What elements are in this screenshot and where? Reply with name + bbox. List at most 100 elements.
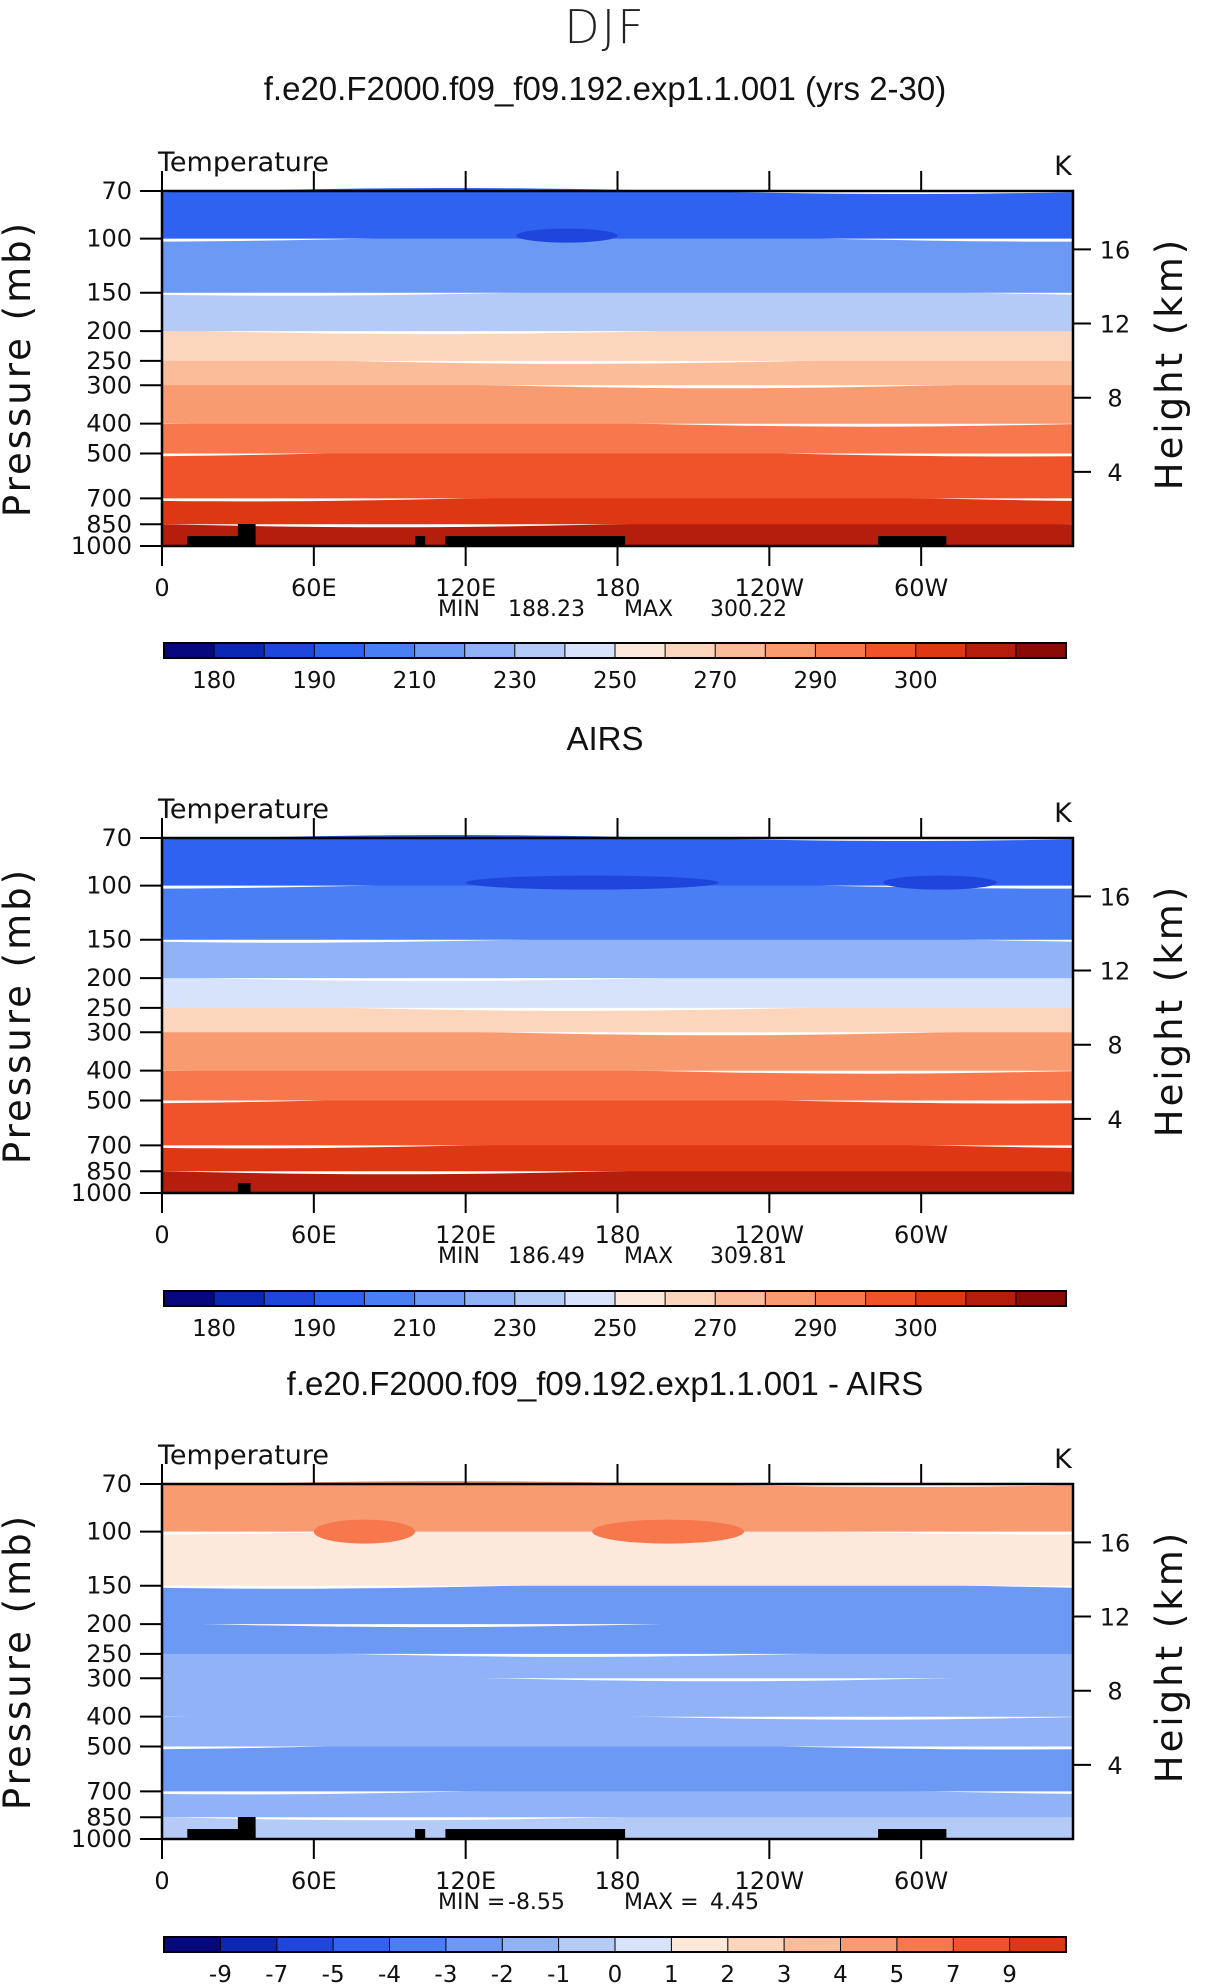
x-tick-label: 180 [595, 1867, 641, 1895]
panel-title: f.e20.F2000.f09_f09.192.exp1.1.001 - AIR… [287, 1365, 924, 1402]
colorbar-swatch [614, 1290, 667, 1307]
units-label: K [1054, 151, 1073, 182]
colorbar-swatch [464, 1290, 516, 1307]
colorbar-swatch [664, 1290, 717, 1307]
colorbar-swatch [163, 1290, 216, 1307]
y-tick-label: 300 [86, 1664, 132, 1692]
topography [415, 1829, 426, 1839]
x-tick-label: 120W [735, 574, 805, 602]
x-tick-label: 0 [154, 1867, 169, 1895]
colorbar-swatch [263, 642, 316, 659]
min-value: -8.55 [508, 1890, 565, 1915]
colorbar-swatch [614, 642, 667, 659]
contour-band-250 [162, 328, 1073, 361]
colorbar-swatch [664, 642, 717, 659]
colorbar-swatch [414, 1290, 466, 1307]
max-label: MAX [624, 597, 673, 622]
y-axis-title: Pressure (mb) [0, 220, 39, 517]
x-tick-label: 180 [595, 1221, 641, 1249]
topography [237, 524, 256, 546]
colorbar-label: 190 [292, 668, 336, 694]
max-value: 4.45 [710, 1890, 759, 1915]
y-tick-label: 150 [86, 279, 132, 307]
colorbar-label: -3 [434, 1962, 457, 1987]
topography [445, 1829, 626, 1839]
colorbar-swatch [558, 1936, 616, 1953]
min-label: MIN [438, 1244, 480, 1269]
contour-band-700 [162, 1743, 1073, 1792]
y-axis-title-right: Height (km) [1148, 1530, 1191, 1783]
contour-band-850 [162, 1788, 1073, 1818]
colorbar-label: 290 [793, 668, 837, 694]
colorbar-label: 5 [890, 1962, 905, 1987]
colorbar-swatch [896, 1936, 955, 1953]
colorbar-swatch [952, 1936, 1011, 1953]
panel-title: f.e20.F2000.f09_f09.192.exp1.1.001 (yrs … [264, 70, 946, 107]
x-tick-label: 0 [154, 574, 169, 602]
contour-band-400 [162, 1675, 1073, 1717]
contour-band-250 [162, 1621, 1073, 1654]
x-tick-label: 60E [291, 1867, 337, 1895]
contour-band-700 [162, 450, 1073, 499]
colorbar-label: 270 [693, 1316, 737, 1342]
y-tick-label: 150 [86, 1572, 132, 1600]
y-tick-label: 1000 [71, 532, 132, 560]
y-tick-label: 70 [101, 1470, 132, 1498]
topography [878, 1829, 947, 1839]
colorbar-swatch [313, 1290, 366, 1307]
colorbar-swatch [332, 1936, 391, 1953]
x-tick-label: 60W [894, 1221, 948, 1249]
colorbar-swatch [163, 642, 216, 659]
colorbar-swatch [501, 1936, 560, 1953]
right-tick-label: 12 [1100, 311, 1131, 339]
x-tick-label: 60W [894, 574, 948, 602]
topography [445, 536, 626, 546]
colorbar-label: 230 [493, 1316, 537, 1342]
colorbar-swatch [389, 1936, 447, 1953]
contour-band-150 [162, 235, 1073, 293]
contour-band-500 [162, 1713, 1073, 1747]
right-tick-label: 4 [1107, 459, 1122, 487]
colorbar-label: 300 [894, 1316, 938, 1342]
contour-band-400 [162, 1029, 1073, 1071]
right-tick-label: 16 [1100, 236, 1131, 264]
right-tick-label: 16 [1100, 1529, 1131, 1557]
max-label: MAX = [624, 1890, 699, 1915]
colorbar-swatch [670, 1936, 729, 1953]
colorbar-swatch [219, 1936, 278, 1953]
topography [878, 536, 947, 546]
colorbar-swatch [727, 1936, 786, 1953]
y-tick-label: 850 [86, 1157, 132, 1185]
colorbar-label: 250 [593, 668, 637, 694]
contour-band-300 [162, 1650, 1073, 1679]
y-tick-label: 1000 [71, 1179, 132, 1207]
y-tick-label: 100 [86, 1518, 132, 1546]
colorbar-swatch [564, 1290, 617, 1307]
y-tick-label: 700 [86, 1777, 132, 1805]
colorbar-label: 270 [693, 668, 737, 694]
y-tick-label: 200 [86, 1610, 132, 1638]
topography [237, 1183, 251, 1193]
colorbar-frame [163, 1290, 1067, 1307]
y-tick-label: 700 [86, 1131, 132, 1159]
colorbar-swatch [564, 642, 617, 659]
y-tick-label: 100 [86, 225, 132, 253]
cold-region [883, 875, 997, 890]
right-tick-label: 8 [1107, 385, 1122, 413]
min-value: 188.23 [508, 597, 585, 622]
contour-band-150 [162, 882, 1073, 940]
colorbar-label: 250 [593, 1316, 637, 1342]
x-tick-label: 180 [595, 574, 641, 602]
colorbar-swatch [764, 1290, 817, 1307]
variable-label: Temperature [157, 794, 329, 825]
colorbar-label: 180 [192, 1316, 236, 1342]
y-tick-label: 850 [86, 1803, 132, 1831]
x-tick-label: 0 [154, 1221, 169, 1249]
colorbar-label: 230 [493, 668, 537, 694]
colorbar-swatch [213, 642, 266, 659]
colorbar-swatch [915, 1290, 967, 1307]
contour-band-100 [162, 188, 1073, 239]
contour-band-200 [162, 289, 1073, 332]
y-axis-title: Pressure (mb) [0, 1513, 39, 1810]
